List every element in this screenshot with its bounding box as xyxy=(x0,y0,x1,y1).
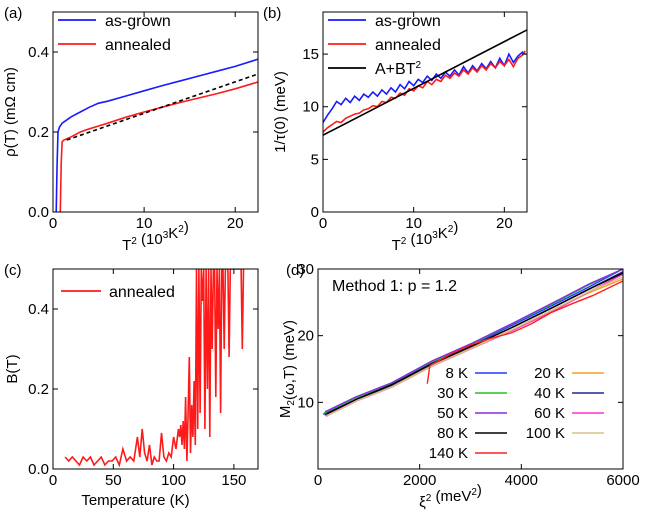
x-tick-label: 150 xyxy=(221,472,246,489)
legend-label: annealed xyxy=(105,37,171,54)
plot-frame xyxy=(322,11,528,213)
y-axis-label: 1/τ(0) (meV) xyxy=(272,71,289,153)
x-tick-label: 6000 xyxy=(606,472,639,489)
series-group xyxy=(55,58,258,212)
plot-frame xyxy=(52,268,259,470)
legend-label: 8 K xyxy=(445,365,468,382)
series-line-50-k xyxy=(324,269,623,413)
x-tick-label: 10 xyxy=(136,215,153,232)
y-tick-label: 0.0 xyxy=(28,461,49,478)
y-tick-label: 0 xyxy=(311,204,319,221)
y-tick-label: 5 xyxy=(311,151,319,168)
legend-label: 20 K xyxy=(534,365,565,382)
y-axis-label: M2(ω,T) (meV) xyxy=(277,320,298,418)
y-tick-label: 20 xyxy=(297,328,314,345)
y-tick-label: 15 xyxy=(302,46,319,63)
x-tick-label: 50 xyxy=(105,472,122,489)
series-line-annealed xyxy=(59,81,258,212)
series-group xyxy=(323,29,527,136)
panel-a: 0 10 20 0.0 0.2 0.4 (a) T2 (103K2) ρ(T) (mΩ cm) a… xyxy=(2,5,259,254)
y-tick-label: 10 xyxy=(302,99,319,116)
legend-label: annealed xyxy=(375,37,441,54)
legend-label: 40 K xyxy=(534,385,565,402)
panel-b: 0 10 20 0 5 10 15 (b) T2 (103K2) 1/τ(0) (meV) as-g… xyxy=(263,5,528,254)
legend-label: 60 K xyxy=(534,405,565,422)
legend-label: annealed xyxy=(109,284,175,301)
method-annotation: Method 1: p = 1.2 xyxy=(332,278,457,295)
legend-label: 50 K xyxy=(437,405,468,422)
x-tick-label: 20 xyxy=(496,215,513,232)
legend-label: 80 K xyxy=(437,425,468,442)
series-line-as-grown xyxy=(55,58,258,212)
series-line-80-k xyxy=(326,272,623,415)
plot-frame xyxy=(317,268,624,470)
legend-label: A+BT2 xyxy=(375,60,421,78)
plot-frame xyxy=(52,11,259,213)
legend-label: 140 K xyxy=(429,445,468,462)
legend-label: 100 K xyxy=(526,425,565,442)
x-tick-label: 10 xyxy=(405,215,422,232)
x-tick-label: 0 xyxy=(319,215,327,232)
panel-label: (d) xyxy=(286,262,304,279)
legend-label: as-grown xyxy=(105,13,171,30)
x-axis-label: Temperature (K) xyxy=(81,492,189,509)
x-axis-label: T2 (103K2) xyxy=(122,219,189,254)
legend-label: as-grown xyxy=(375,13,441,30)
series-line-annealed xyxy=(64,269,245,468)
y-axis-label: ρ(T) (mΩ cm) xyxy=(2,67,19,157)
series-group xyxy=(64,269,245,468)
x-tick-label: 0 xyxy=(314,472,322,489)
panel-d: 0 2000 4000 6000 10 20 30(d) ξ2 (meV2) M2(ω,T) (… xyxy=(277,261,640,511)
x-axis-label: ξ2 (meV2) xyxy=(419,482,482,511)
x-tick-label: 4000 xyxy=(505,472,538,489)
panel-label: (b) xyxy=(263,5,281,22)
y-tick-label: 30 xyxy=(297,261,314,278)
panel-label: (a) xyxy=(4,5,22,22)
x-axis-label: T2 (103K2) xyxy=(392,219,459,254)
y-axis-label: B(T) xyxy=(4,354,21,383)
series-line-as-grown xyxy=(323,50,526,123)
x-tick-label: 2000 xyxy=(403,472,436,489)
x-tick-label: 0 xyxy=(49,472,57,489)
series-line-fit-2 xyxy=(66,73,258,141)
panel-c: 0 50 100 150 0.0 0.2 0.4 (c) Temperature (K) B(T)… xyxy=(4,262,259,509)
y-tick-label: 0.2 xyxy=(28,381,49,398)
y-tick-label: 0.2 xyxy=(28,124,49,141)
y-tick-label: 0.4 xyxy=(28,301,49,318)
y-tick-label: 0.0 xyxy=(28,204,49,221)
y-tick-label: 0.4 xyxy=(28,44,49,61)
series-line-140-k xyxy=(426,280,623,384)
y-tick-label: 10 xyxy=(297,394,314,411)
series-line-a-bt- xyxy=(323,29,527,136)
series-line-annealed xyxy=(323,50,526,133)
x-tick-label: 100 xyxy=(161,472,186,489)
x-tick-label: 0 xyxy=(49,215,57,232)
series-group xyxy=(322,269,623,417)
legend-label: 30 K xyxy=(437,385,468,402)
series-line-100-k xyxy=(326,276,623,417)
panel-label: (c) xyxy=(4,262,22,279)
x-tick-label: 20 xyxy=(227,215,244,232)
